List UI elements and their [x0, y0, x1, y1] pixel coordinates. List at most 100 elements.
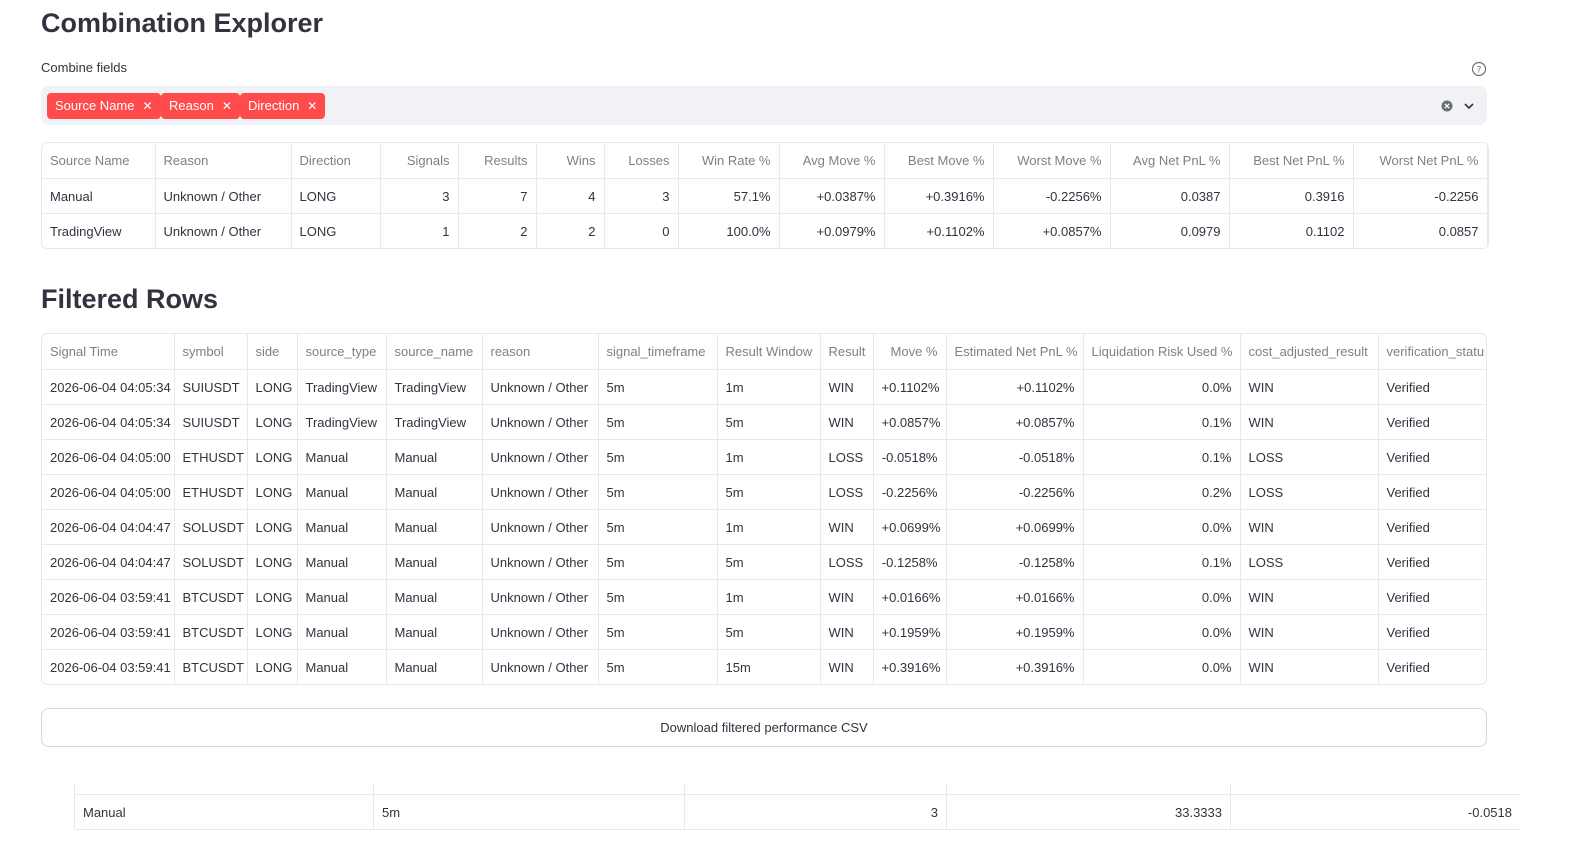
table-cell: 5m: [598, 369, 718, 405]
bottom-table: Manual 5m 3 33.3333 -0.0518: [74, 784, 1520, 830]
multiselect-label: Combine fields: [41, 60, 127, 75]
table-cell: LOSS: [820, 474, 874, 510]
table-row: TradingView Unknown / Other LONG 1 2 2 0 100.0%…: [42, 213, 1488, 248]
table-cell: 5m: [598, 614, 718, 650]
table-row: 2026-06-04 04:04:47 SOLUSDT LONG Manual Manu…: [42, 544, 1486, 580]
table-cell: LONG: [247, 649, 298, 684]
table-cell: TradingView: [297, 404, 387, 440]
table-cell: Verified: [1378, 439, 1486, 475]
table-cell: Unknown / Other: [482, 509, 599, 545]
table-cell: LONG: [291, 213, 381, 248]
table-cell: Verified: [1378, 369, 1486, 405]
tag[interactable]: Source Name ✕: [47, 93, 161, 119]
table-cell: -0.1258%: [873, 544, 947, 580]
table-cell: -0.0518%: [946, 439, 1084, 475]
table-cell: Unknown / Other: [155, 213, 292, 248]
table-cell: +0.3916%: [884, 178, 994, 214]
table-cell: BTCUSDT: [174, 614, 248, 650]
header-cell: Avg Move %: [779, 143, 885, 179]
table-cell: Verified: [1378, 544, 1486, 580]
tag-label: Reason: [169, 98, 214, 113]
download-button[interactable]: Download filtered performance CSV: [41, 708, 1487, 747]
table-cell: 100.0%: [678, 213, 780, 248]
multiselect[interactable]: Source Name ✕ Reason ✕ Direction ✕: [41, 86, 1487, 125]
table-cell: LOSS: [1240, 544, 1379, 580]
header-row: Signal Time symbol side source_type source_n…: [42, 334, 1486, 370]
table-cell: 0: [604, 213, 679, 248]
header-cell: verification_statu: [1378, 334, 1486, 370]
table-cell: +0.1959%: [873, 614, 947, 650]
header-cell: Direction: [291, 143, 381, 179]
table-cell: 5m: [598, 649, 718, 684]
table-cell: +0.0857%: [873, 404, 947, 440]
table-cell: Manual: [297, 579, 387, 615]
table-cell: BTCUSDT: [174, 649, 248, 684]
table-cell: 1: [380, 213, 459, 248]
table-cell: Manual: [386, 474, 483, 510]
table-cell: Unknown / Other: [482, 579, 599, 615]
header-cell: Losses: [604, 143, 679, 179]
table-cell: 5m: [598, 509, 718, 545]
table-row: 2026-06-04 04:05:34 SUIUSDT LONG TradingVie…: [42, 404, 1486, 440]
table-cell: Manual: [297, 649, 387, 684]
table-cell: 0.1102: [1229, 213, 1354, 248]
header-cell: source_name: [386, 334, 483, 370]
header-cell: cost_adjusted_result: [1240, 334, 1379, 370]
tag-label: Direction: [248, 98, 300, 113]
table-cell: LONG: [247, 439, 298, 475]
header-cell: Result Window: [717, 334, 821, 370]
tag-remove[interactable]: ✕: [221, 99, 232, 113]
table-cell: WIN: [820, 404, 874, 440]
dropdown-chevron[interactable]: [1462, 99, 1476, 113]
table-cell: Manual: [42, 178, 156, 214]
table-cell: [946, 784, 1231, 795]
table-cell: +0.3916%: [946, 649, 1084, 684]
help-icon[interactable]: ?: [1471, 61, 1487, 77]
table-cell: Verified: [1378, 649, 1486, 684]
table-cell: 0.0%: [1083, 509, 1241, 545]
table-cell: 3: [604, 178, 679, 214]
table-cell: SOLUSDT: [174, 509, 248, 545]
clear-icon[interactable]: [1440, 99, 1454, 113]
table-cell: LONG: [291, 178, 381, 214]
table-cell: +0.0979%: [779, 213, 885, 248]
tag-remove[interactable]: ✕: [307, 99, 318, 113]
table-cell: 0.3916: [1229, 178, 1354, 214]
table-cell: 1m: [717, 439, 821, 475]
tag[interactable]: Direction ✕: [240, 93, 326, 119]
tag-remove[interactable]: ✕: [142, 99, 153, 113]
table: Signal Time symbol side source_type source_n…: [42, 334, 1486, 684]
combo-table: Source Name Reason Direction Signals Results…: [41, 142, 1489, 249]
table-cell: 1m: [717, 509, 821, 545]
table-cell: 0.0979: [1110, 213, 1230, 248]
header-cell: Best Move %: [884, 143, 994, 179]
table-cell: +0.0166%: [873, 579, 947, 615]
table-row: 2026-06-04 04:05:00 ETHUSDT LONG Manual Manu…: [42, 439, 1486, 475]
table-cell: 5m: [373, 794, 685, 830]
tag[interactable]: Reason ✕: [161, 93, 240, 119]
table-cell: 0.1%: [1083, 404, 1241, 440]
table-cell: 57.1%: [678, 178, 780, 214]
table-cell: 2026-06-04 04:05:00: [42, 474, 175, 510]
table-cell: SOLUSDT: [174, 544, 248, 580]
header-cell: Source Name: [42, 143, 156, 179]
header-cell: source_type: [297, 334, 387, 370]
table-cell: WIN: [1240, 404, 1379, 440]
spacer-row: [74, 784, 1520, 795]
table-cell: LOSS: [1240, 439, 1379, 475]
table-cell: -0.0518: [1230, 794, 1520, 830]
table-cell: 4: [536, 178, 605, 214]
table-cell: LONG: [247, 509, 298, 545]
table-cell: ETHUSDT: [174, 439, 248, 475]
table-row: Manual Unknown / Other LONG 3 7 4 3 57.1% +0.038…: [42, 178, 1488, 214]
table-cell: TradingView: [42, 213, 156, 248]
table-cell: Manual: [297, 509, 387, 545]
table-cell: 0.0857: [1353, 213, 1488, 248]
table-cell: Unknown / Other: [482, 404, 599, 440]
table-cell: LONG: [247, 404, 298, 440]
tag-label: Source Name: [55, 98, 135, 113]
header-row: Source Name Reason Direction Signals Results…: [42, 143, 1488, 179]
table-cell: 5m: [598, 474, 718, 510]
table-cell: Verified: [1378, 579, 1486, 615]
table-cell: LOSS: [820, 439, 874, 475]
